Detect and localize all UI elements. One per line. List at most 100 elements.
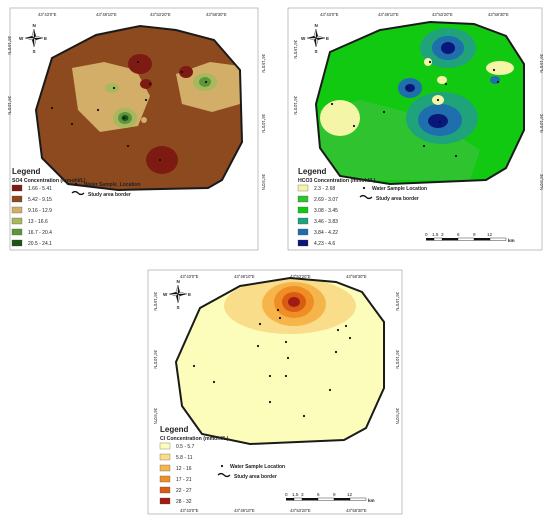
legend-class-6: 4.23 - 4.6 <box>314 241 335 247</box>
border-symbol-icon <box>71 190 85 196</box>
svg-text:6: 6 <box>317 492 320 497</box>
svg-text:E: E <box>188 292 191 297</box>
border-symbol-icon <box>359 194 373 200</box>
svg-text:S: S <box>33 49 36 54</box>
svg-text:0: 0 <box>285 492 288 497</box>
hco3-coord-right-1: 36°15'0"N <box>539 54 544 73</box>
hco3-legend: Legend HCO3 Concentration (mmohl/L) 2.3 … <box>297 167 427 247</box>
cl-coord-bottom-1: 43°43'0"E <box>180 508 199 513</box>
legend-class-6: 28 - 32 <box>176 499 192 505</box>
legend-class-2: 2.69 - 3.07 <box>314 197 338 203</box>
svg-text:3: 3 <box>441 232 444 237</box>
so4-coord-left-1: 36°15'0"N <box>7 36 12 55</box>
hco3-coord-top-3: 43°53'20"E <box>432 12 453 17</box>
svg-text:N: N <box>315 23 319 28</box>
cl-coord-top-2: 43°48'10"E <box>234 274 255 279</box>
svg-text:9: 9 <box>473 232 476 237</box>
legend-class-5: 16.7 - 20.4 <box>28 230 52 236</box>
cl-coord-right-1: 36°15'0"N <box>395 292 400 311</box>
cl-coord-bottom-2: 43°48'10"E <box>234 508 255 513</box>
border-symbol-icon <box>217 472 231 478</box>
cl-scale-bar: 0 1.5 3 6 9 12 km <box>285 492 375 503</box>
cl-coord-right-2: 36°10'0"N <box>395 350 400 369</box>
legend-title: Legend <box>298 167 327 176</box>
hco3-coord-right-3: 36°5'0"N <box>539 174 544 190</box>
svg-text:1.5: 1.5 <box>292 492 299 497</box>
legend-concentration-title: Cl Concentration (mmohl/L) <box>160 436 229 442</box>
cl-coord-left-1: 36°15'0"N <box>153 292 158 311</box>
hco3-map: 43°43'0"E 43°48'10"E 43°53'20"E 43°58'30… <box>287 7 544 251</box>
legend-class-1: 1.66 - 5.41 <box>28 186 52 192</box>
so4-coord-top-1: 43°43'0"E <box>38 12 57 17</box>
cl-coord-bottom-4: 43°58'30"E <box>346 508 367 513</box>
cl-sample-points <box>192 308 352 418</box>
so4-coord-right-1: 36°15'0"N <box>261 54 266 73</box>
hco3-coord-left-1: 36°15'0"N <box>293 40 298 59</box>
cl-coord-right-3: 36°5'0"N <box>395 408 400 424</box>
svg-text:0: 0 <box>425 232 428 237</box>
hco3-coord-top-1: 43°43'0"E <box>320 12 339 17</box>
legend-border-label: Study area border <box>88 192 131 198</box>
svg-text:3: 3 <box>301 492 304 497</box>
cl-coord-top-3: 43°53'20"E <box>290 274 311 279</box>
hco3-north-arrow-icon: N S E W <box>301 23 329 54</box>
svg-text:km: km <box>368 498 375 503</box>
so4-legend: Legend SO4 Concentration (mmohl/L) 1.66 … <box>11 167 141 247</box>
cl-north-arrow-icon: N S E W <box>163 279 191 310</box>
legend-border-label: Study area border <box>234 474 277 480</box>
legend-class-1: 0.5 - 5.7 <box>176 444 195 450</box>
legend-concentration-title: HCO3 Concentration (mmohl/L) <box>298 178 376 184</box>
svg-text:1.5: 1.5 <box>432 232 439 237</box>
so4-coord-left-2: 36°10'0"N <box>7 96 12 115</box>
cl-coord-left-3: 36°5'0"N <box>153 408 158 424</box>
cl-map-panel: 43°43'0"E 43°48'10"E 43°53'20"E 43°58'30… <box>140 262 410 520</box>
cl-map: 43°43'0"E 43°48'10"E 43°53'20"E 43°58'30… <box>147 269 403 515</box>
hco3-sample-points <box>330 60 500 158</box>
svg-text:km: km <box>508 238 515 243</box>
cl-coord-top-1: 43°43'0"E <box>180 274 199 279</box>
legend-class-3: 9.16 - 12.9 <box>28 208 52 214</box>
legend-sample-label: Water Sample Location <box>372 186 427 192</box>
hco3-coord-left-2: 36°10'0"N <box>293 96 298 115</box>
so4-coord-right-2: 36°10'0"N <box>261 114 266 133</box>
svg-text:E: E <box>326 36 329 41</box>
hco3-coord-top-4: 43°58'30"E <box>488 12 509 17</box>
legend-class-3: 12 - 16 <box>176 466 192 472</box>
legend-class-3: 3.08 - 3.45 <box>314 208 338 214</box>
so4-map-panel: 43°43'0"E 43°48'10"E 43°53'20"E 43°58'30… <box>0 0 270 258</box>
so4-map: 43°43'0"E 43°48'10"E 43°53'20"E 43°58'30… <box>7 7 266 251</box>
svg-text:E: E <box>44 36 47 41</box>
cl-coord-left-2: 36°10'0"N <box>153 350 158 369</box>
cl-legend: Legend Cl Concentration (mmohl/L) 0.5 - … <box>159 425 285 505</box>
svg-text:W: W <box>163 292 168 297</box>
so4-north-arrow-icon: N S E W <box>19 23 47 54</box>
legend-class-4: 13 - 16.6 <box>28 219 48 225</box>
svg-text:S: S <box>177 305 180 310</box>
svg-text:N: N <box>33 23 37 28</box>
legend-title: Legend <box>160 425 189 434</box>
svg-text:S: S <box>315 49 318 54</box>
cl-coord-bottom-3: 43°53'20"E <box>290 508 311 513</box>
svg-text:12: 12 <box>487 232 493 237</box>
legend-class-2: 5.8 - 11 <box>176 455 193 461</box>
hco3-scale-bar: 0 1.5 3 6 9 12 km <box>425 232 515 243</box>
legend-class-5: 22 - 27 <box>176 488 192 494</box>
so4-coord-right-3: 36°5'0"N <box>261 174 266 190</box>
svg-text:W: W <box>301 36 306 41</box>
so4-sample-points <box>50 60 208 162</box>
so4-coord-top-2: 43°48'10"E <box>96 12 117 17</box>
hco3-coord-right-2: 36°10'0"N <box>539 114 544 133</box>
legend-concentration-title: SO4 Concentration (mmohl/L) <box>12 178 86 184</box>
hco3-map-panel: 43°43'0"E 43°48'10"E 43°53'20"E 43°58'30… <box>280 0 550 258</box>
svg-text:N: N <box>177 279 181 284</box>
svg-text:6: 6 <box>457 232 460 237</box>
legend-title: Legend <box>12 167 41 176</box>
cl-coord-top-4: 43°58'30"E <box>346 274 367 279</box>
legend-border-label: Study area border <box>376 196 419 202</box>
so4-coord-top-4: 43°58'30"E <box>206 12 227 17</box>
hco3-coord-top-2: 43°48'10"E <box>378 12 399 17</box>
svg-text:9: 9 <box>333 492 336 497</box>
svg-text:W: W <box>19 36 24 41</box>
legend-sample-label: Water Sample Location <box>230 464 285 470</box>
legend-class-2: 5.42 - 9.15 <box>28 197 52 203</box>
